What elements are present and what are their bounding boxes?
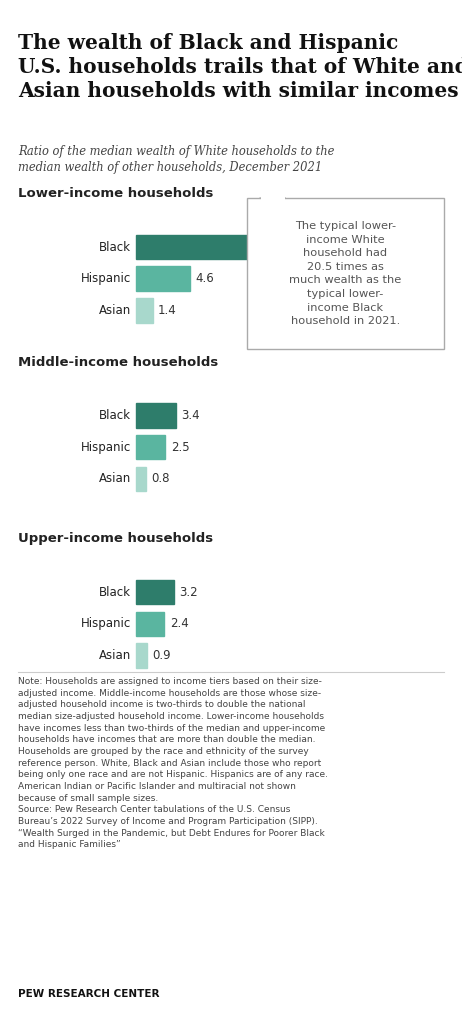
Bar <box>136 467 146 491</box>
Bar <box>136 403 176 428</box>
Text: PEW RESEARCH CENTER: PEW RESEARCH CENTER <box>18 988 160 999</box>
Bar <box>136 266 190 291</box>
Text: 4.6: 4.6 <box>195 273 214 285</box>
Text: 20.5: 20.5 <box>340 241 370 253</box>
Text: Middle-income households: Middle-income households <box>18 355 219 369</box>
Polygon shape <box>260 198 286 230</box>
Text: Black: Black <box>99 241 131 253</box>
Bar <box>136 298 152 323</box>
Text: The typical lower-
income White
household had
20.5 times as
much wealth as the
t: The typical lower- income White househol… <box>289 221 401 327</box>
Bar <box>136 435 165 459</box>
Text: Black: Black <box>99 586 131 598</box>
Text: 1.4: 1.4 <box>158 304 177 317</box>
Text: Asian: Asian <box>98 304 131 317</box>
Text: Lower-income households: Lower-income households <box>18 187 214 200</box>
Text: 3.2: 3.2 <box>179 586 198 598</box>
Text: Note: Households are assigned to income tiers based on their size-
adjusted inco: Note: Households are assigned to income … <box>18 677 328 849</box>
Text: 2.4: 2.4 <box>170 618 188 630</box>
Bar <box>136 580 174 604</box>
Text: 3.4: 3.4 <box>182 409 200 422</box>
Text: Hispanic: Hispanic <box>80 618 131 630</box>
Text: Upper-income households: Upper-income households <box>18 532 213 545</box>
Text: The wealth of Black and Hispanic
U.S. households trails that of White and
Asian : The wealth of Black and Hispanic U.S. ho… <box>18 33 462 101</box>
Text: Hispanic: Hispanic <box>80 441 131 453</box>
Text: Asian: Asian <box>98 649 131 662</box>
Text: 0.8: 0.8 <box>151 473 170 485</box>
Text: Hispanic: Hispanic <box>80 273 131 285</box>
Text: Black: Black <box>99 409 131 422</box>
Bar <box>136 612 164 636</box>
Text: Asian: Asian <box>98 473 131 485</box>
Bar <box>136 643 147 668</box>
Text: 2.5: 2.5 <box>171 441 189 453</box>
Text: Ratio of the median wealth of White households to the
median wealth of other hou: Ratio of the median wealth of White hous… <box>18 145 335 175</box>
Bar <box>247 198 444 349</box>
Bar <box>136 235 375 259</box>
Bar <box>261 195 285 201</box>
Text: 0.9: 0.9 <box>152 649 171 662</box>
